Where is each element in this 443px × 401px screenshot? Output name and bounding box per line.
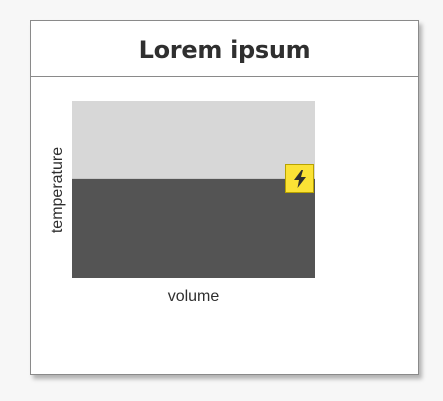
y-axis-label-container: temperature [48,101,68,278]
level-chart [72,101,315,278]
card-title: Lorem ipsum [138,35,311,64]
x-axis-label: volume [167,288,220,305]
lightning-badge[interactable] [285,164,314,193]
chart-level-fill [72,178,315,278]
card-header: Lorem ipsum [31,21,418,77]
y-axis-label: temperature [49,146,66,233]
lightning-bolt-icon [293,169,306,188]
